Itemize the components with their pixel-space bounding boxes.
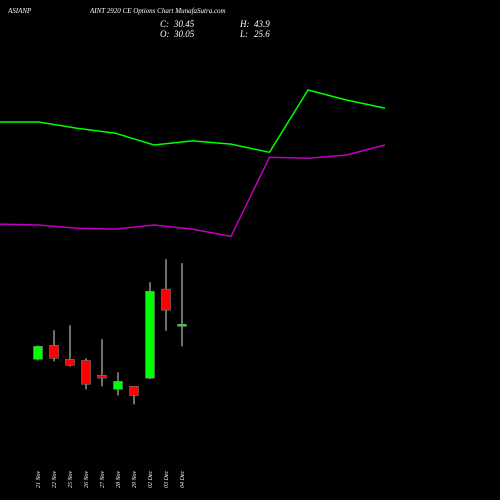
candle-body xyxy=(161,288,171,311)
x-tick-label: 26 Nov xyxy=(84,470,90,488)
candle-body xyxy=(81,360,91,385)
x-tick-label: 25 Nov xyxy=(68,470,74,488)
chart-title-left: ASIANP xyxy=(7,7,32,15)
candle-body xyxy=(129,386,139,396)
ohlc-label: H: xyxy=(239,19,250,29)
x-tick-label: 02 Dec xyxy=(148,471,154,488)
ohlc-label: C: xyxy=(160,19,169,29)
ohlc-value: 30.05 xyxy=(173,29,195,39)
x-tick-label: 04 Dec xyxy=(179,471,186,488)
candle-body xyxy=(113,381,123,390)
x-tick-label: 29 Nov xyxy=(132,470,138,488)
ohlc-value: 25.6 xyxy=(254,29,270,39)
ohlc-value: 30.45 xyxy=(173,19,195,29)
ohlc-label: L: xyxy=(239,29,248,39)
x-tick-label: 27 Nov xyxy=(100,470,106,488)
candle-body xyxy=(65,359,75,366)
candle-body xyxy=(33,346,43,360)
candle-body xyxy=(97,375,107,379)
ohlc-label: O: xyxy=(160,29,170,39)
chart-title: AINT 2920 CE Options Chart MunafaSutra.c… xyxy=(89,7,226,15)
indicator-line xyxy=(0,89,386,154)
x-tick-label: 03 Dec xyxy=(164,471,170,488)
candle-body xyxy=(177,324,187,327)
candle-body xyxy=(49,344,59,359)
x-tick-label: 22 Nov xyxy=(52,470,58,488)
indicator-line xyxy=(0,144,386,238)
x-tick-label: 28 Nov xyxy=(116,470,122,488)
candle-body xyxy=(145,291,155,379)
ohlc-value: 43.9 xyxy=(254,19,270,29)
x-tick-label: 21 Nov xyxy=(36,470,42,488)
